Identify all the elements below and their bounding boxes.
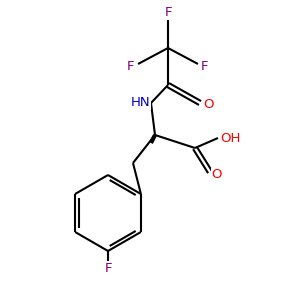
- Text: HN: HN: [131, 97, 151, 110]
- Text: F: F: [201, 59, 209, 73]
- Text: O: O: [203, 98, 213, 110]
- Text: OH: OH: [220, 131, 240, 145]
- Text: F: F: [104, 262, 112, 275]
- Text: F: F: [127, 59, 135, 73]
- Text: F: F: [164, 7, 172, 20]
- Text: O: O: [212, 169, 222, 182]
